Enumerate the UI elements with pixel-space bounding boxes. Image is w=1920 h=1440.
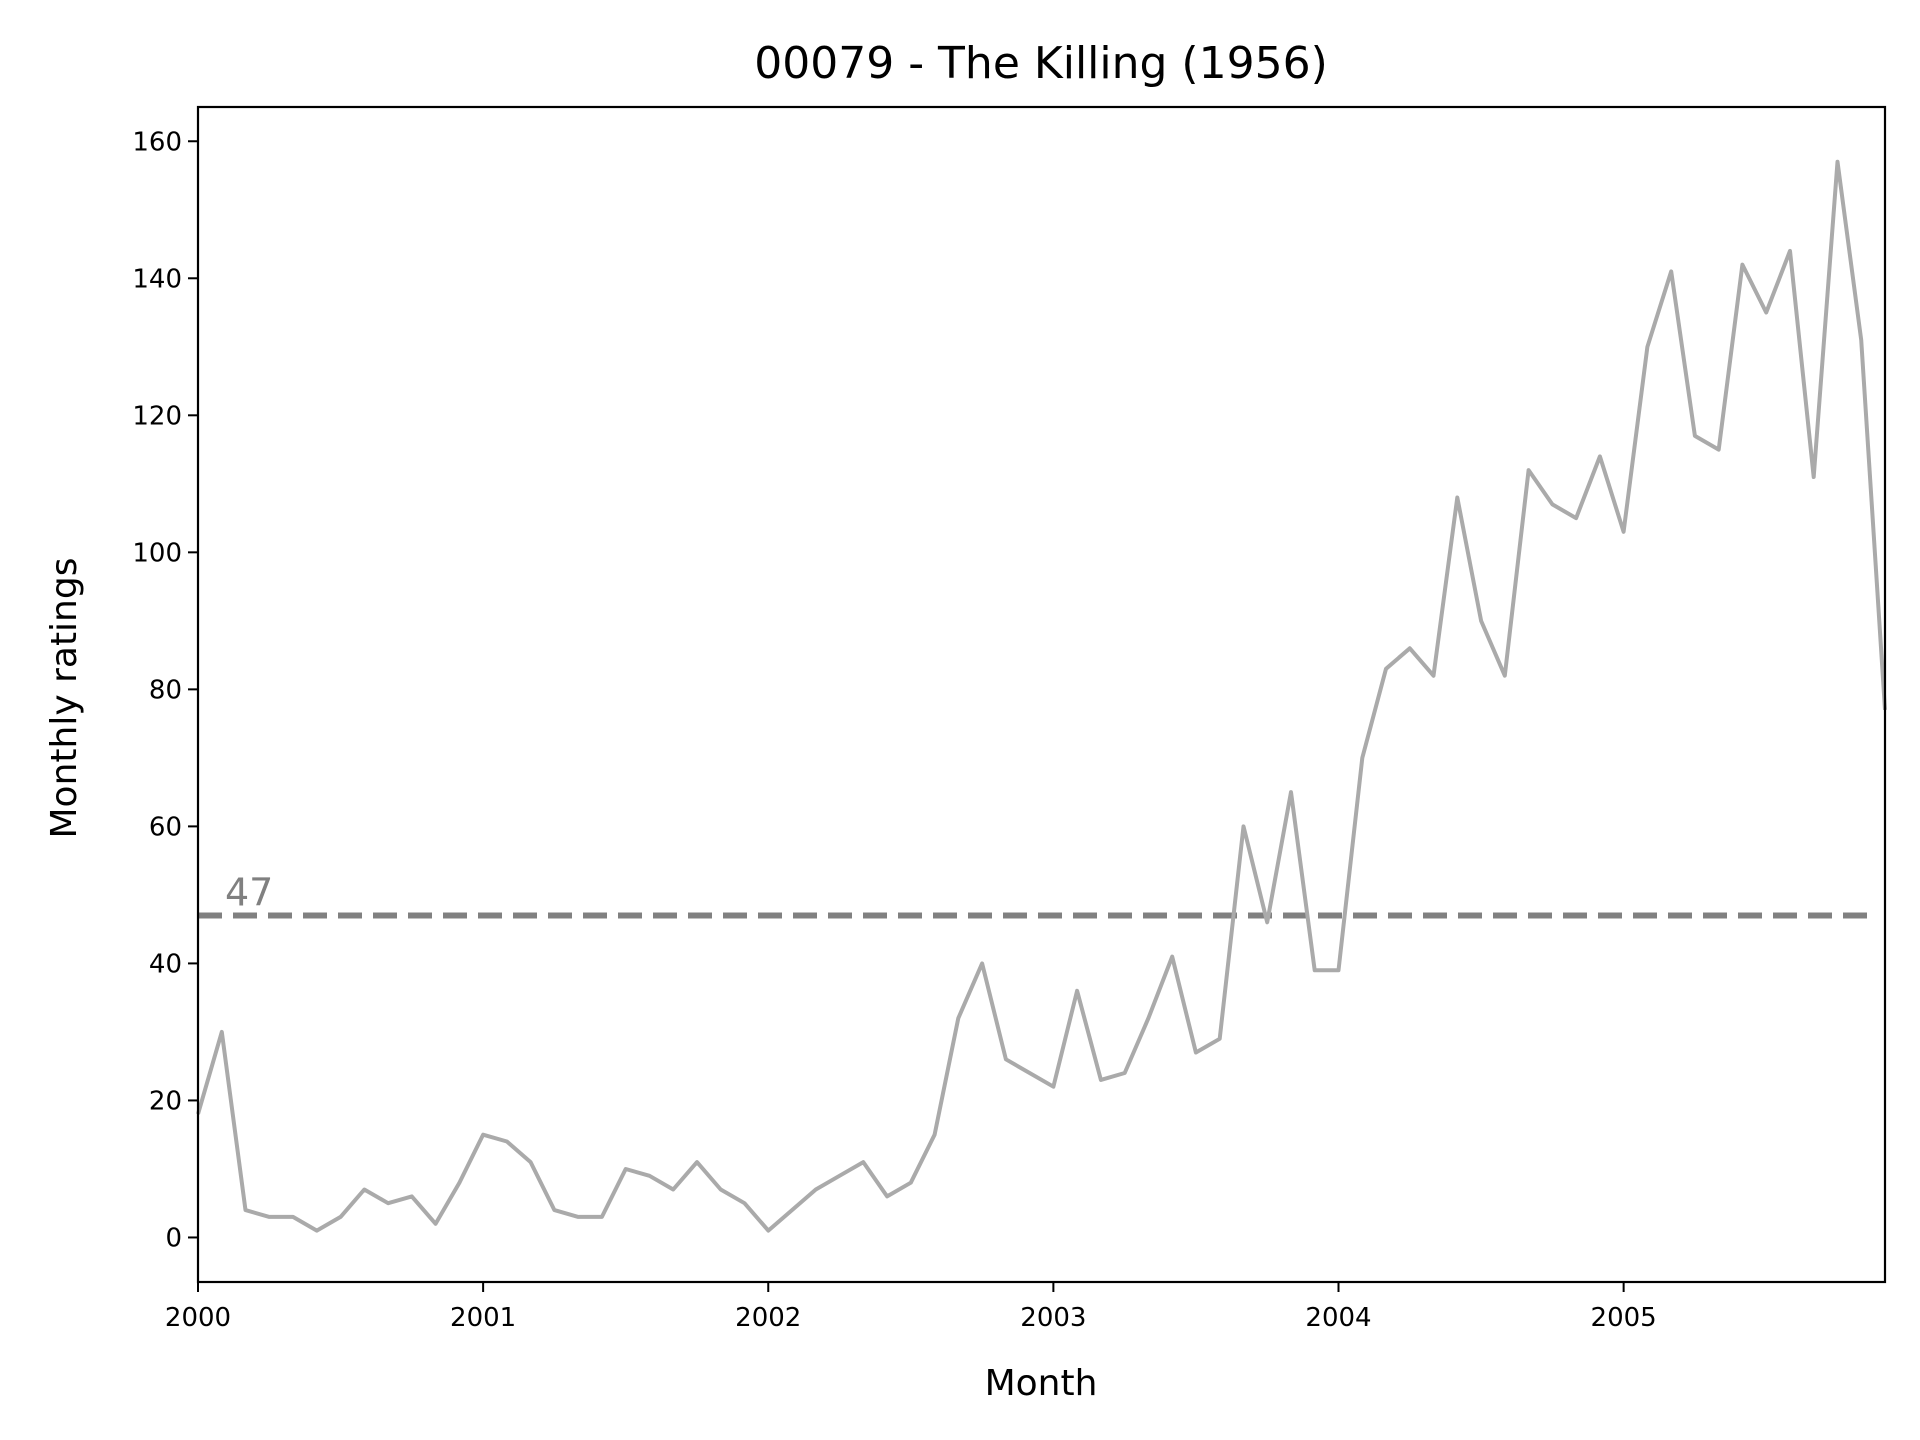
- y-axis-title: Monthly ratings: [44, 558, 85, 839]
- y-tick-label: 20: [149, 1086, 182, 1116]
- reference-line-label: 47: [225, 870, 273, 914]
- x-axis-title: Month: [985, 1363, 1098, 1404]
- y-tick-label: 40: [149, 949, 182, 979]
- x-tick-label: 2001: [450, 1303, 516, 1333]
- y-tick-label: 0: [165, 1223, 182, 1253]
- plot-frame: [196, 105, 1887, 1284]
- y-tick-label: 100: [132, 538, 182, 568]
- axis-ticks: 0 20 40 60 80 100 120 140 160 2000 2001 2002 2003 200…: [132, 127, 1656, 1333]
- y-tick-label: 120: [132, 401, 182, 431]
- reference-line-group: 47: [198, 870, 1873, 919]
- y-tick-label: 160: [132, 127, 182, 157]
- y-tick-label: 140: [132, 264, 182, 294]
- chart-title: 00079 - The Killing (1956): [754, 38, 1328, 89]
- y-tick-label: 80: [149, 675, 182, 705]
- series-line: [196, 159, 1887, 1233]
- x-tick-label: 2002: [735, 1303, 801, 1333]
- x-tick-label: 2000: [165, 1303, 231, 1333]
- x-tick-label: 2004: [1305, 1303, 1371, 1333]
- x-tick-label: 2005: [1591, 1303, 1657, 1333]
- y-tick-label: 60: [149, 812, 182, 842]
- x-tick-label: 2003: [1020, 1303, 1086, 1333]
- series-group: [196, 159, 1887, 1233]
